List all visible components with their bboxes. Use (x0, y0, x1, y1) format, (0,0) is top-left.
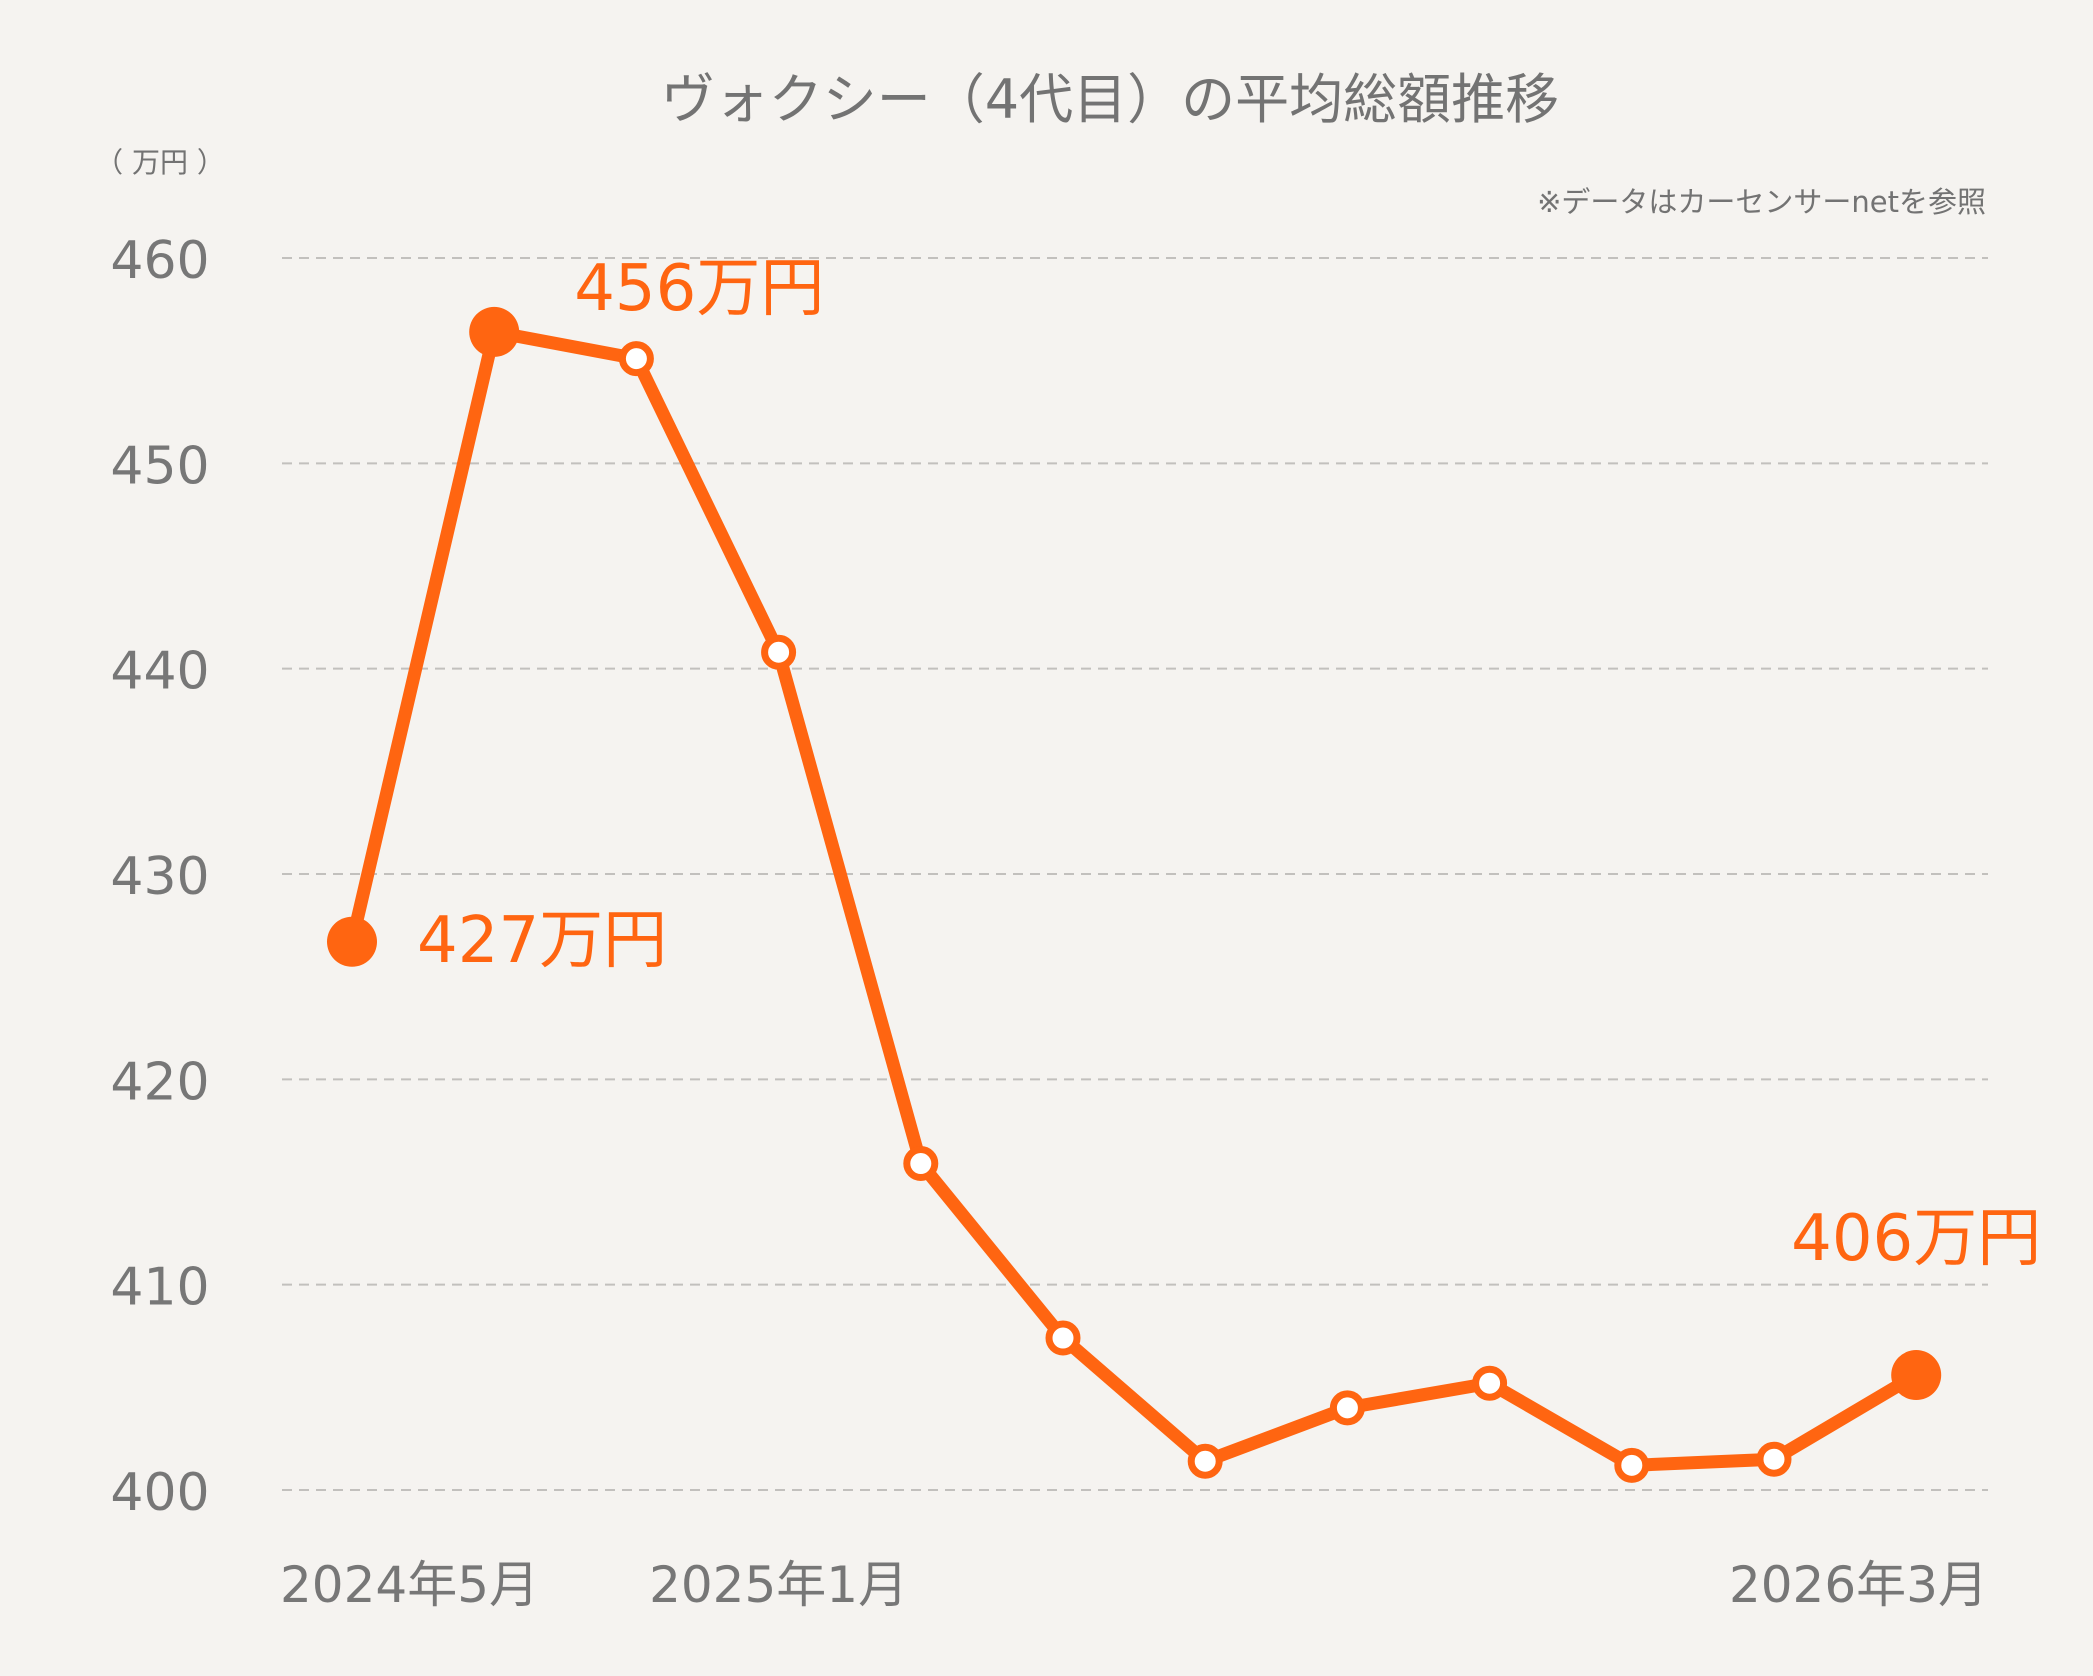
data-point (1329, 1390, 1365, 1426)
data-point (1187, 1443, 1223, 1479)
data-label: 406万円 (1791, 1202, 2041, 1276)
y-tick-label: 430 (110, 847, 209, 907)
y-tick-label: 420 (110, 1052, 209, 1112)
y-tick-label: 400 (110, 1463, 209, 1523)
data-point (1045, 1320, 1081, 1356)
y-tick-label: 450 (110, 436, 209, 496)
data-point-highlight (469, 306, 520, 357)
y-tick-label: 440 (110, 642, 209, 702)
data-labels: 427万円 456万円 406万円 (417, 252, 2041, 1276)
y-tick-label: 410 (110, 1258, 209, 1318)
source-note: ※データはカーセンサーnetを参照 (1537, 185, 1986, 219)
data-point (761, 634, 797, 670)
x-tick-label: 2025年1月 (649, 1556, 908, 1614)
data-point (903, 1146, 939, 1182)
data-point (1472, 1365, 1508, 1401)
data-point (1756, 1441, 1792, 1477)
data-label: 456万円 (574, 252, 824, 326)
data-point (1614, 1447, 1650, 1483)
y-tick-label: 460 (110, 231, 209, 291)
x-tick-label: 2024年5月 (280, 1556, 539, 1614)
series (327, 306, 1942, 1483)
data-point-highlight (1891, 1350, 1942, 1401)
y-unit-label: （ 万円 ） (95, 146, 225, 179)
y-axis-ticks: 400 410 420 430 440 450 460 (110, 231, 209, 1523)
grid (282, 257, 1988, 1491)
data-point-highlight (327, 916, 377, 967)
data-point (618, 341, 654, 377)
series-line (345, 325, 1923, 1472)
x-axis-labels: 2024年5月 2025年1月 2026年3月 (280, 1556, 1988, 1614)
chart-title: ヴォクシー（4代目）の平均総額推移 (661, 68, 1559, 131)
x-tick-label: 2026年3月 (1729, 1556, 1988, 1614)
data-label: 427万円 (417, 904, 667, 978)
